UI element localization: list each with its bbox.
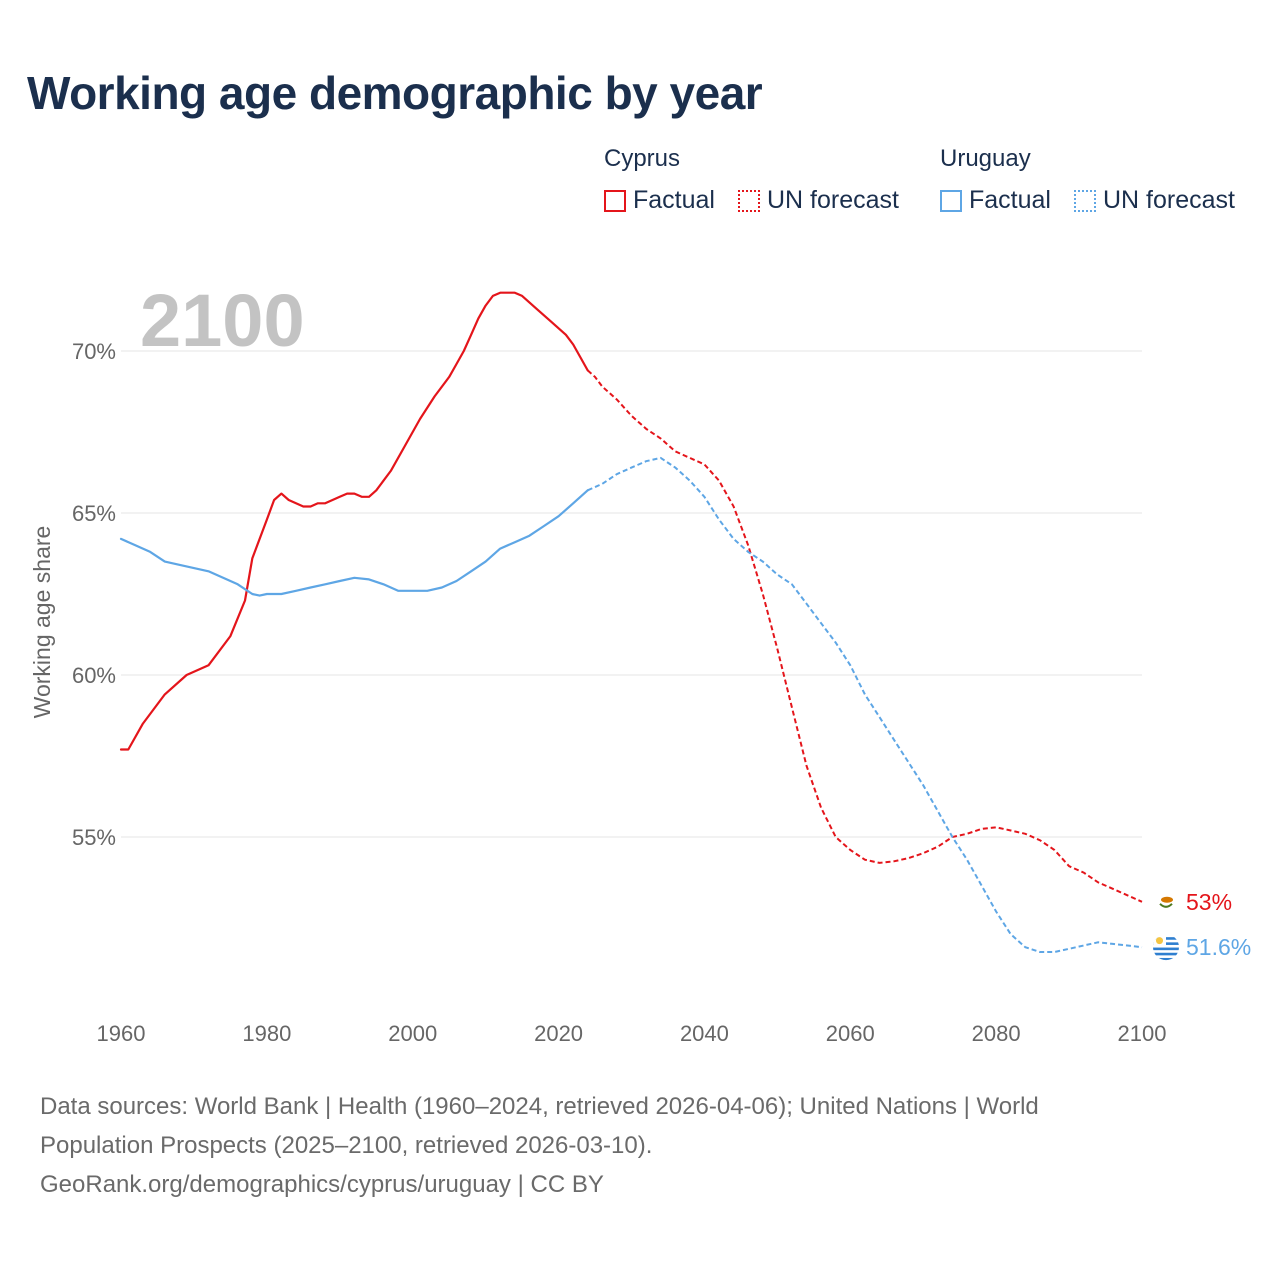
footer-line-2: Population Prospects (2025–2100, retriev… — [40, 1132, 653, 1159]
legend-swatch-solid-icon — [604, 189, 626, 212]
legend-uruguay-factual-label: Factual — [969, 186, 1051, 214]
cyprus-flag-icon — [1153, 888, 1179, 915]
legend-cyprus-factual-label: Factual — [633, 186, 715, 214]
y-tick-label: 60% — [72, 663, 116, 688]
legend-swatch-dotted-icon — [738, 189, 760, 212]
y-tick-label: 70% — [72, 339, 116, 364]
uruguay-flag-icon — [1153, 934, 1179, 961]
legend-uruguay-label: Uruguay — [940, 145, 1031, 172]
legend-uruguay-forecast[interactable]: UN forecast — [1074, 186, 1235, 215]
x-tick-label: 1960 — [97, 1021, 146, 1046]
x-tick-label: 2080 — [972, 1021, 1021, 1046]
x-tick-label: 1980 — [242, 1021, 291, 1046]
legend-cyprus-factual[interactable]: Factual — [604, 186, 715, 215]
x-tick-label: 2100 — [1118, 1021, 1167, 1046]
y-tick-label: 65% — [72, 501, 116, 526]
year-watermark: 2100 — [140, 279, 305, 362]
footer: Data sources: World Bank | Health (1960–… — [40, 1087, 1240, 1204]
legend-uruguay-forecast-label: UN forecast — [1103, 186, 1235, 214]
legend-swatch-solid-icon — [940, 189, 962, 212]
x-tick-label: 2020 — [534, 1021, 583, 1046]
legend-cyprus-label: Cyprus — [604, 145, 681, 172]
cyprus-factual-line — [119, 291, 589, 751]
y-axis-label: Working age share — [29, 526, 55, 719]
chart-title: Working age demographic by year — [27, 67, 763, 119]
footer-line-3: GeoRank.org/demographics/cyprus/uruguay … — [40, 1171, 604, 1198]
x-tick-label: 2000 — [388, 1021, 437, 1046]
uruguay-forecast-line — [587, 456, 1143, 953]
x-tick-label: 2060 — [826, 1021, 875, 1046]
uruguay-end-label: 51.6% — [1186, 934, 1251, 960]
cyprus-end-label: 53% — [1186, 889, 1232, 915]
legend-uruguay-factual[interactable]: Factual — [940, 186, 1051, 215]
line-chart: 55% 60% 65% 70% 1960 1980 2000 2020 2040 2060 2080… — [29, 291, 1251, 1046]
uruguay-factual-line — [119, 489, 589, 597]
cyprus-forecast-line — [587, 369, 1143, 903]
legend-cyprus-forecast-label: UN forecast — [767, 186, 899, 214]
legend-cyprus-forecast[interactable]: UN forecast — [738, 186, 899, 215]
y-tick-label: 55% — [72, 825, 116, 850]
legend-swatch-dotted-icon — [1074, 189, 1096, 212]
x-tick-label: 2040 — [680, 1021, 729, 1046]
footer-line-1: Data sources: World Bank | Health (1960–… — [40, 1093, 1039, 1120]
